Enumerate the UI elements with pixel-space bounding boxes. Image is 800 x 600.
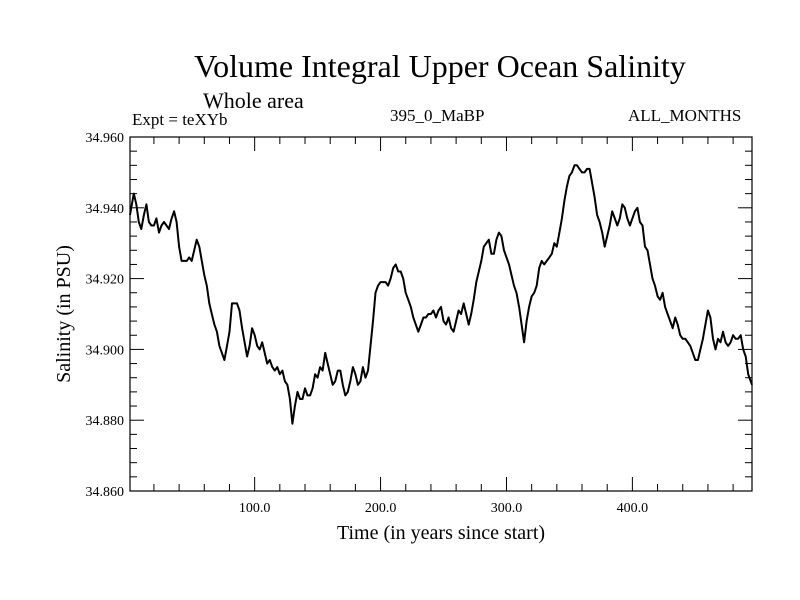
experiment-label: Expt = teXYb (132, 110, 228, 129)
x-tick-label: 100.0 (239, 501, 271, 516)
chart-title: Volume Integral Upper Ocean Salinity (194, 48, 686, 84)
y-axis-label: Salinity (in PSU) (53, 245, 75, 383)
axis-tick-labels: 34.860 34.880 34.900 34.920 34.940 34.960 100.… (86, 131, 649, 516)
axis-ticks (130, 136, 752, 492)
y-tick-label: 34.960 (86, 131, 125, 146)
x-tick-label: 400.0 (617, 501, 649, 516)
months-label: ALL_MONTHS (628, 106, 742, 125)
y-tick-label: 34.860 (86, 485, 125, 500)
y-tick-label: 34.920 (86, 273, 125, 288)
salinity-line (129, 164, 753, 425)
y-tick-label: 34.900 (86, 343, 125, 358)
chart-subtitle: Whole area (203, 88, 304, 113)
y-tick-label: 34.940 (86, 202, 125, 217)
x-tick-label: 200.0 (365, 501, 397, 516)
run-id-label: 395_0_MaBP (390, 106, 485, 125)
plot-frame (129, 136, 753, 492)
x-axis-label: Time (in years since start) (336, 522, 546, 544)
y-tick-label: 34.880 (86, 414, 125, 429)
x-tick-label: 300.0 (491, 501, 523, 516)
